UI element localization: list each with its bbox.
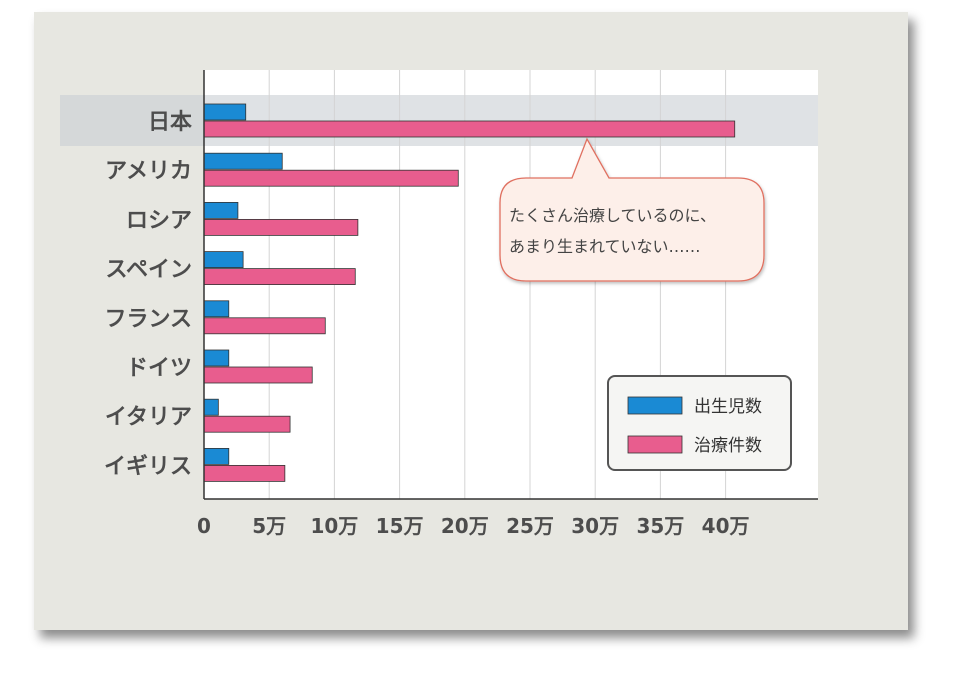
annotation-callout — [499, 137, 765, 282]
legend-label-births: 出生児数 — [694, 397, 762, 417]
x-tick-label: 15万 — [376, 514, 424, 538]
callout-bubble — [499, 137, 765, 282]
bar-births — [203, 251, 244, 269]
bar-births — [203, 447, 230, 465]
legend-swatch-births — [627, 396, 683, 415]
category-label: イタリア — [105, 405, 192, 430]
category-label: アメリカ — [105, 159, 192, 184]
bar-treatments — [203, 366, 313, 384]
x-tick-label: 40万 — [702, 514, 750, 538]
x-tick-label: 20万 — [441, 514, 489, 538]
legend-swatch-treatments — [627, 435, 683, 454]
bar-treatments — [203, 317, 326, 335]
bar-births — [203, 152, 283, 170]
bar-births — [203, 398, 219, 416]
bar-treatments — [203, 464, 286, 482]
bar-treatments — [203, 218, 359, 236]
bar-treatments — [203, 268, 356, 286]
category-label: ロシア — [126, 208, 192, 233]
bar-births — [203, 349, 230, 367]
x-tick-label: 0 — [197, 514, 211, 538]
category-label: スペイン — [106, 258, 192, 283]
legend: 出生児数 治療件数 — [607, 375, 792, 471]
bars — [203, 103, 736, 482]
x-tick-label: 25万 — [506, 514, 554, 538]
category-label: イギリス — [104, 454, 192, 479]
x-tick-labels: 0 5万 10万 15万 20万 25万 30万 35万 40万 — [197, 514, 749, 538]
bar-births — [203, 300, 230, 318]
bar-treatments — [203, 169, 459, 187]
category-label: ドイツ — [126, 356, 192, 381]
x-tick-label: 30万 — [571, 514, 619, 538]
annotation-line-1: たくさん治療しているのに、 — [509, 206, 716, 225]
bar-treatments — [203, 415, 291, 433]
x-tick-label: 35万 — [636, 514, 684, 538]
annotation-line-2: あまり生まれていない…… — [509, 237, 701, 256]
bar-births — [203, 201, 239, 219]
legend-label-treatments: 治療件数 — [694, 436, 762, 456]
bar-treatments — [203, 120, 736, 138]
bar-births — [203, 103, 247, 121]
x-tick-label: 10万 — [310, 514, 358, 538]
x-tick-label: 5万 — [252, 514, 286, 538]
category-label: 日本 — [148, 110, 192, 135]
category-label: フランス — [104, 307, 192, 332]
highlight-band — [60, 95, 818, 146]
